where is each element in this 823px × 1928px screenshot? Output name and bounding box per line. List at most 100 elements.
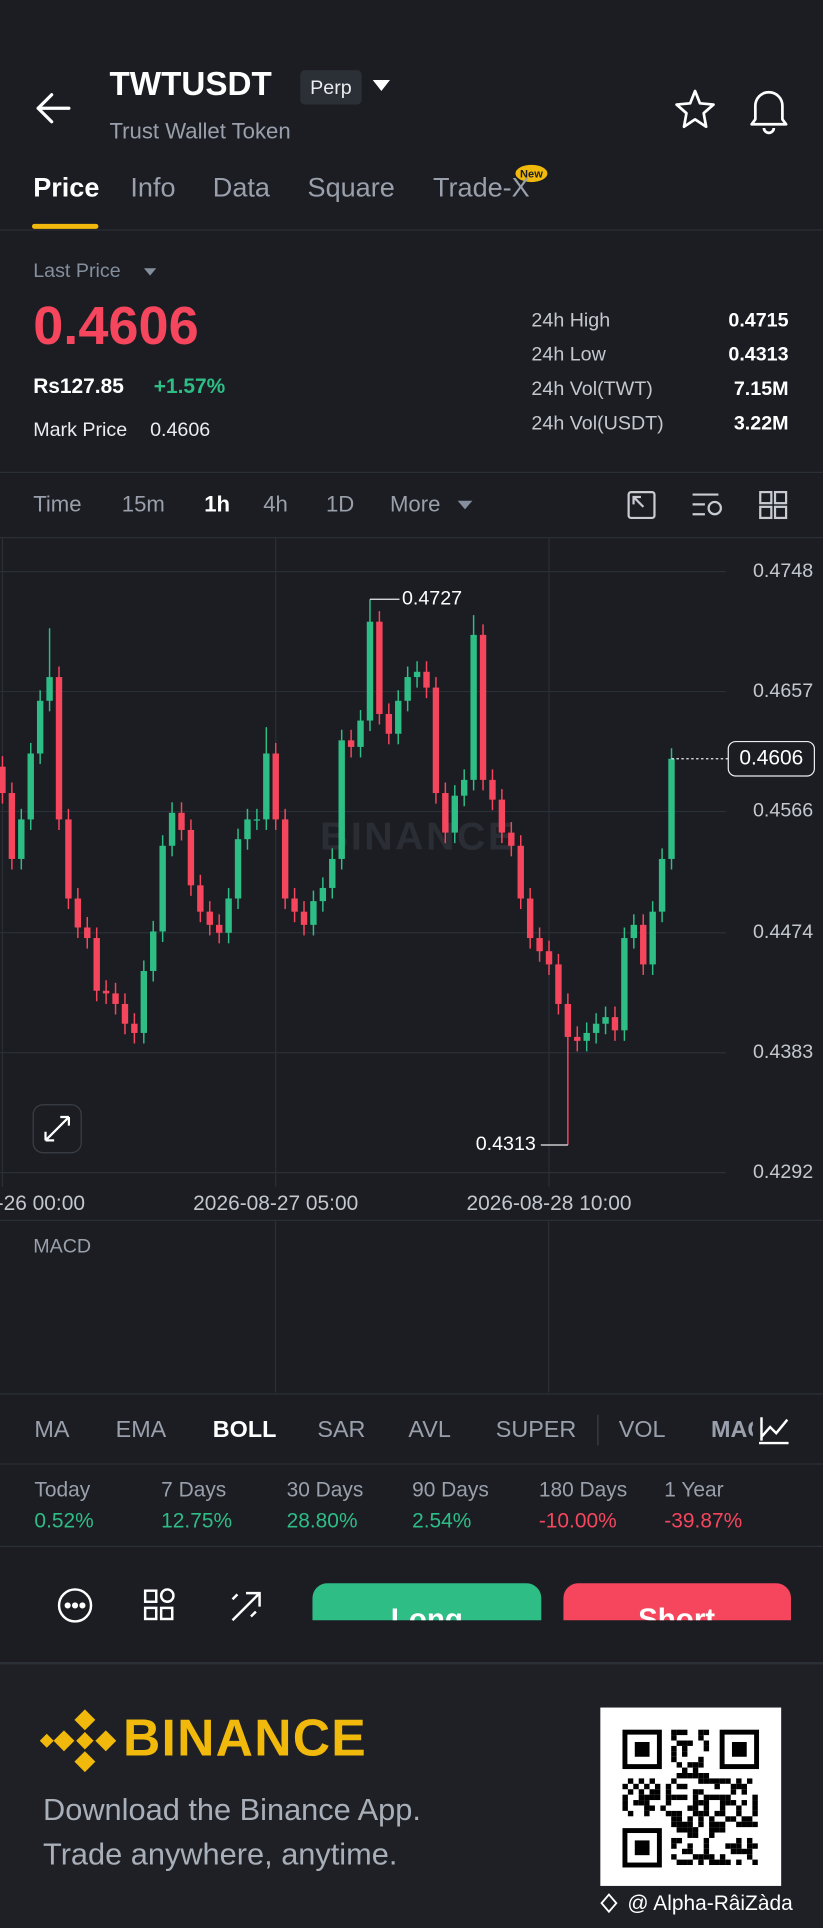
qr-module	[692, 1762, 699, 1768]
candle-body	[432, 687, 440, 794]
candle-body	[234, 839, 242, 899]
qr-module	[698, 1821, 704, 1828]
interval[interactable]: 4h	[263, 491, 288, 516]
qr-module	[746, 1843, 753, 1849]
candle-body	[112, 993, 119, 1004]
qr-module	[638, 1800, 645, 1806]
last-price-dropdown[interactable]	[143, 268, 157, 276]
qr-module	[698, 1810, 704, 1817]
interval[interactable]: More	[390, 491, 440, 516]
trade-buttons: Long Short	[312, 1583, 792, 1652]
indicator-tab[interactable]: SUPER	[496, 1416, 576, 1442]
qr-module	[736, 1783, 742, 1790]
candle-body	[602, 1017, 609, 1024]
qr-module	[682, 1827, 688, 1833]
qr-module	[622, 1783, 628, 1790]
y-tick-label: 0.4566	[753, 800, 813, 822]
qr-module	[746, 1848, 753, 1855]
interval[interactable]: 15m	[122, 491, 165, 516]
qr-module	[709, 1778, 715, 1784]
candle-body	[574, 1036, 581, 1041]
interval[interactable]: Time	[33, 491, 81, 516]
qr-module	[682, 1751, 688, 1757]
tab[interactable]: Price	[33, 173, 99, 203]
watermark: BINANCE	[320, 814, 517, 858]
qr-module	[719, 1821, 726, 1828]
indicator-tab[interactable]: SAR	[317, 1416, 365, 1442]
qr-module	[752, 1859, 758, 1866]
qr-module	[649, 1789, 655, 1795]
period-change: -10.00%	[539, 1509, 617, 1532]
qr-module	[698, 1729, 704, 1736]
qr-module	[687, 1740, 693, 1746]
candle-body	[630, 924, 638, 939]
more-dropdown[interactable]	[457, 500, 473, 510]
stat-label: 24h Vol(USDT)	[531, 413, 663, 435]
qr-module	[665, 1789, 672, 1795]
qr-module	[687, 1772, 693, 1779]
qr-module	[676, 1810, 683, 1817]
symbol-dropdown[interactable]	[372, 79, 390, 92]
interval[interactable]: 1h	[204, 491, 230, 516]
qr-module	[671, 1810, 677, 1817]
qr-module	[746, 1816, 753, 1822]
chart-tools[interactable]	[627, 490, 788, 520]
qr-module	[644, 1805, 650, 1811]
qr-module	[676, 1837, 683, 1844]
qr-module	[638, 1778, 645, 1784]
interval[interactable]: 1D	[326, 491, 354, 516]
qr-module	[698, 1859, 704, 1866]
period-change: 2.54%	[412, 1509, 471, 1532]
local-price: Rs127.85	[33, 375, 124, 398]
tab[interactable]: Square	[308, 173, 395, 203]
short-button[interactable]	[563, 1583, 792, 1652]
qr-module	[703, 1810, 710, 1817]
indicator-tab[interactable]: EMA	[116, 1416, 167, 1442]
qr-module	[725, 1794, 731, 1801]
qr-module	[682, 1729, 688, 1736]
high-label: 0.4727	[402, 587, 462, 609]
candle-body	[46, 677, 53, 701]
footer-line: Download the Binance App.	[43, 1792, 421, 1827]
qr-module	[676, 1827, 683, 1833]
candle-body	[640, 924, 647, 965]
indicator-settings[interactable]	[759, 1417, 789, 1445]
indicator-tab[interactable]: MACD	[711, 1416, 781, 1442]
long-button[interactable]	[312, 1583, 542, 1652]
indicator-tab[interactable]: VOL	[619, 1416, 666, 1442]
qr-module	[649, 1794, 655, 1801]
indicator-tab[interactable]: BOLL	[213, 1416, 277, 1442]
y-tick-label: 0.4748	[753, 560, 813, 582]
qr-module	[746, 1854, 753, 1860]
qr-module	[682, 1821, 688, 1828]
qr-module	[741, 1783, 747, 1790]
qr-module	[638, 1789, 645, 1795]
tab[interactable]: Data	[213, 173, 271, 203]
qr-module	[709, 1827, 715, 1833]
bottom-tools[interactable]	[57, 1588, 261, 1623]
favorite-button[interactable]	[675, 89, 715, 129]
tab[interactable]: Info	[130, 173, 175, 203]
qr-module	[709, 1859, 715, 1866]
tab[interactable]: Trade-X	[433, 173, 530, 203]
candle-body	[150, 931, 157, 971]
indicator-tab[interactable]: MA	[34, 1416, 69, 1442]
qr-module	[714, 1827, 720, 1833]
candle-body	[489, 779, 496, 800]
candle-body	[93, 938, 100, 991]
candle-body	[385, 713, 393, 734]
stat-label: 24h Low	[531, 344, 606, 366]
qr-module	[741, 1800, 747, 1806]
token-name: Trust Wallet Token	[109, 119, 290, 144]
indicator-tab[interactable]: AVL	[408, 1416, 450, 1442]
candle-body	[668, 758, 675, 859]
candle-body	[281, 819, 289, 899]
qr-module	[687, 1816, 693, 1822]
back-button[interactable]	[36, 93, 71, 124]
candle-body	[442, 793, 449, 833]
alert-button[interactable]	[750, 90, 788, 135]
qr-module	[725, 1800, 731, 1806]
qr-module	[687, 1762, 693, 1768]
candle-body	[611, 1017, 619, 1031]
qr-module	[698, 1800, 704, 1806]
